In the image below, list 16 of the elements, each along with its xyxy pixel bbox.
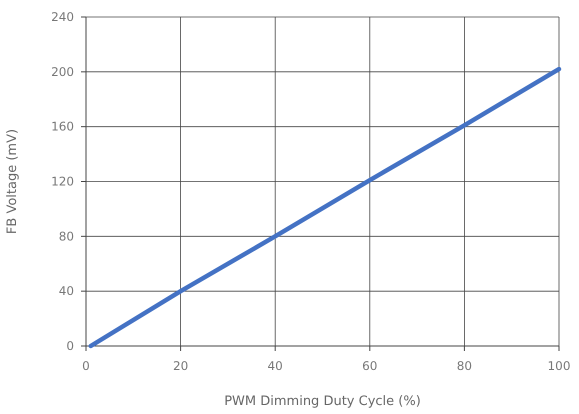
y-tick-label: 120 (51, 174, 74, 188)
line-series (88, 66, 562, 348)
x-tick-label: 0 (82, 359, 90, 373)
x-tick-label: 100 (548, 359, 570, 373)
y-axis-title: FB Voltage (mV) (5, 128, 20, 234)
y-tick-label: 0 (66, 339, 74, 353)
y-tick-label: 160 (51, 120, 74, 134)
y-tick-label: 80 (58, 229, 74, 244)
x-tick-label: 60 (362, 359, 378, 373)
x-tick-label: 80 (456, 359, 472, 373)
x-tick-label: 20 (172, 359, 188, 373)
y-tick-label: 240 (51, 10, 74, 24)
y-tick-label: 40 (58, 284, 74, 298)
x-tick-label: 40 (268, 359, 283, 373)
y-tick-label: 200 (51, 64, 74, 79)
x-axis-title: PWM Dimming Duty Cycle (%) (224, 394, 421, 409)
